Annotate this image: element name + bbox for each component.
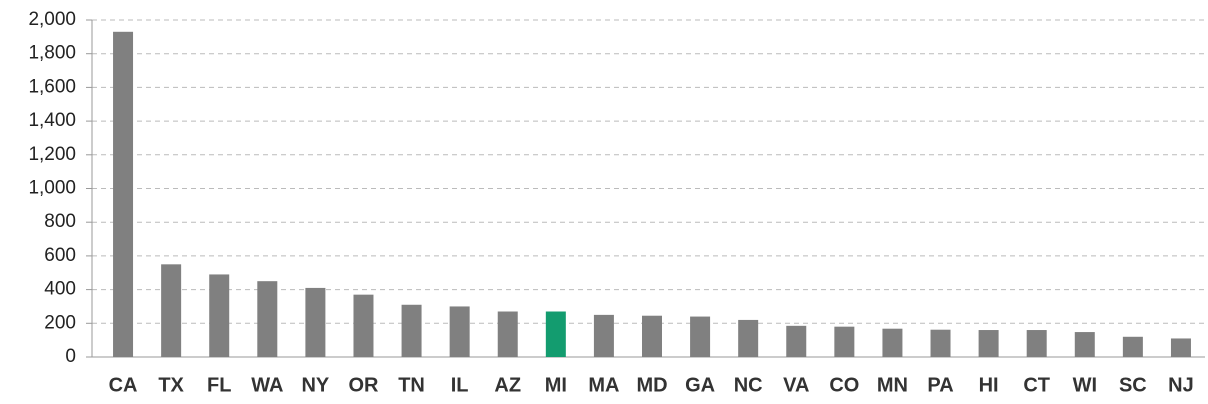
x-tick-label: WI (1073, 374, 1097, 396)
bar (593, 314, 614, 357)
y-tick-label: 1,000 (28, 178, 76, 199)
x-tick-label: MN (877, 374, 908, 396)
x-tick-label: FL (207, 374, 231, 396)
bar (1026, 330, 1047, 357)
x-tick-label: NY (301, 374, 329, 396)
x-tick-label: NC (734, 374, 763, 396)
x-tick-label: CO (829, 374, 859, 396)
y-tick-label: 200 (44, 312, 76, 333)
bar (786, 325, 807, 357)
bar (1074, 332, 1095, 357)
bar (449, 306, 470, 357)
x-tick-label: PA (927, 374, 953, 396)
x-tick-label: MA (588, 374, 619, 396)
x-tick-label: NJ (1168, 374, 1194, 396)
bar (1170, 338, 1191, 357)
bar (209, 274, 230, 357)
x-tick-label: IL (451, 374, 469, 396)
x-tick-label: CT (1023, 374, 1050, 396)
x-tick-label: TX (158, 374, 184, 396)
x-tick-label: CA (109, 374, 138, 396)
bar (882, 328, 903, 357)
x-tick-label: OR (348, 374, 379, 396)
bar (497, 311, 518, 357)
bar (161, 264, 182, 357)
x-tick-label: MD (636, 374, 667, 396)
x-tick-label: VA (783, 374, 809, 396)
y-tick-label: 2,000 (28, 9, 76, 30)
x-tick-label: HI (979, 374, 999, 396)
x-tick-label: SC (1119, 374, 1147, 396)
x-tick-label: GA (685, 374, 715, 396)
bar (930, 329, 951, 357)
bar (353, 294, 374, 357)
x-tick-label: WA (251, 374, 283, 396)
y-tick-label: 600 (44, 245, 76, 266)
bar (305, 287, 326, 357)
y-tick-label: 1,400 (28, 110, 76, 131)
bar (113, 31, 134, 357)
y-tick-label: 1,800 (28, 43, 76, 64)
y-tick-label: 0 (65, 346, 76, 367)
bar (642, 315, 662, 357)
bar (545, 311, 566, 357)
x-tick-label: TN (398, 374, 425, 396)
y-tick-label: 800 (44, 211, 76, 232)
y-tick-label: 400 (44, 279, 76, 300)
x-tick-label: MI (545, 374, 567, 396)
bar (834, 326, 855, 357)
bar (690, 316, 711, 357)
bar (1122, 336, 1143, 357)
y-tick-label: 1,600 (28, 76, 76, 97)
bar (978, 330, 999, 357)
y-tick-label: 1,200 (28, 144, 76, 165)
x-tick-label: AZ (494, 374, 521, 396)
bar (257, 281, 278, 357)
bar (738, 319, 759, 357)
bar (401, 304, 422, 357)
